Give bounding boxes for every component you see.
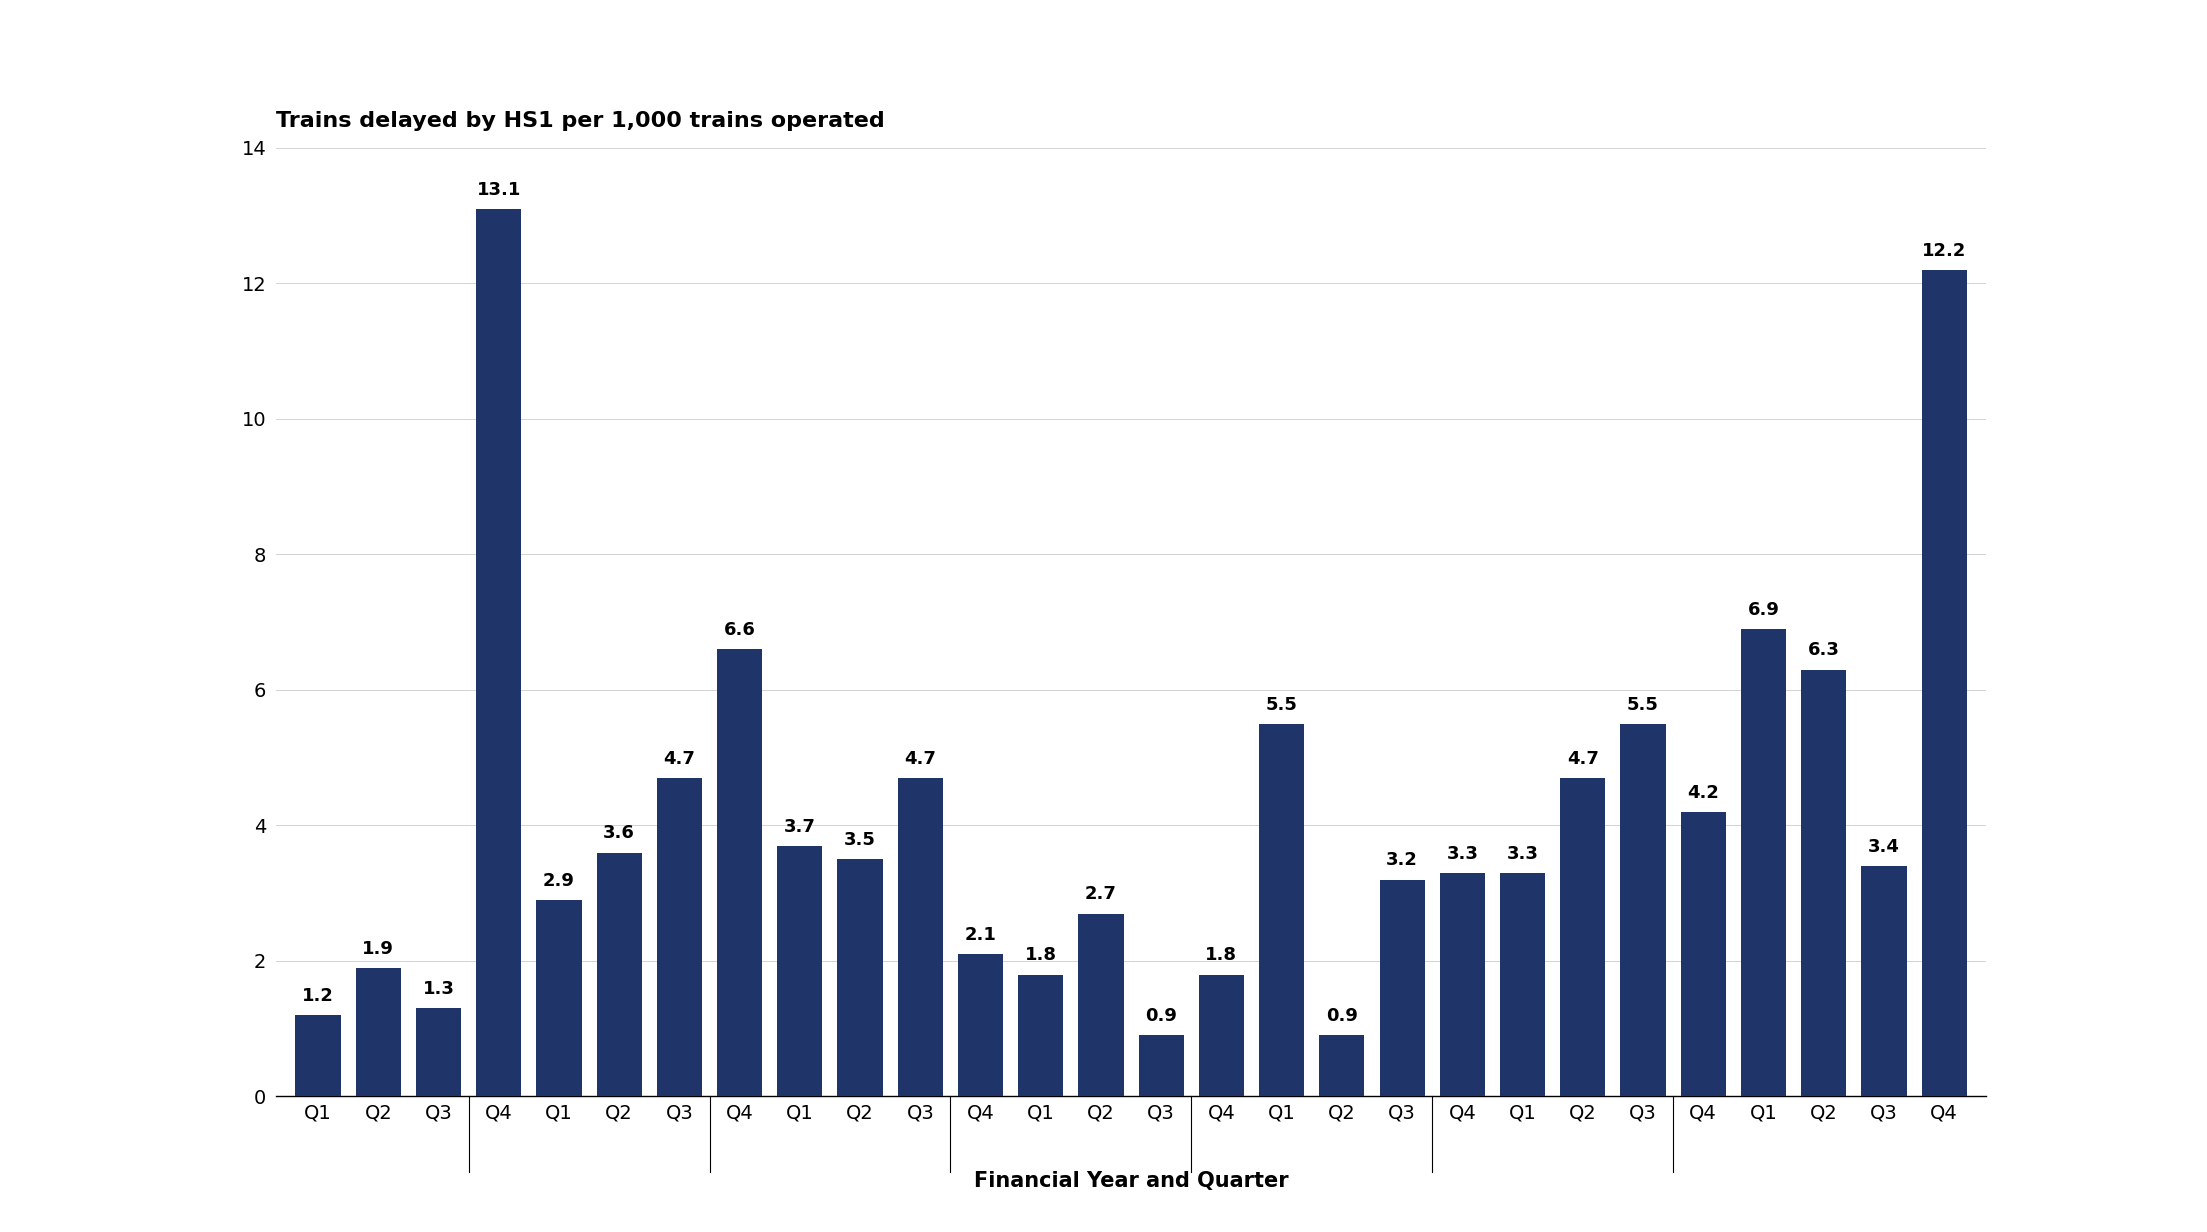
Bar bbox=[898, 779, 942, 1096]
Bar bbox=[1139, 1035, 1183, 1096]
Bar bbox=[1501, 872, 1545, 1096]
Text: 1.9: 1.9 bbox=[362, 940, 395, 957]
Text: 6.3: 6.3 bbox=[1808, 642, 1841, 659]
Bar bbox=[777, 845, 823, 1096]
Text: 3.5: 3.5 bbox=[843, 832, 876, 849]
Bar bbox=[1560, 779, 1604, 1096]
Bar bbox=[355, 968, 402, 1096]
Text: 5.5: 5.5 bbox=[1627, 696, 1660, 713]
Bar bbox=[958, 954, 1004, 1096]
Bar bbox=[1922, 270, 1966, 1096]
Text: 6.9: 6.9 bbox=[1748, 601, 1779, 618]
Text: 4.7: 4.7 bbox=[664, 750, 695, 768]
Text: 1.2: 1.2 bbox=[302, 987, 333, 1005]
Bar bbox=[1801, 670, 1847, 1096]
Bar bbox=[1198, 975, 1245, 1096]
Text: 1.3: 1.3 bbox=[422, 981, 455, 998]
Text: 4.7: 4.7 bbox=[905, 750, 936, 768]
Bar bbox=[1258, 723, 1304, 1096]
Text: 4.7: 4.7 bbox=[1567, 750, 1598, 768]
Text: 4.2: 4.2 bbox=[1688, 784, 1719, 802]
Text: Trains delayed by HS1 per 1,000 trains operated: Trains delayed by HS1 per 1,000 trains o… bbox=[276, 111, 885, 131]
Bar bbox=[1741, 628, 1785, 1096]
Bar bbox=[836, 860, 883, 1096]
Text: 3.3: 3.3 bbox=[1446, 845, 1479, 862]
Bar bbox=[1682, 812, 1726, 1096]
Text: 0.9: 0.9 bbox=[1145, 1008, 1176, 1025]
Bar bbox=[1379, 880, 1426, 1096]
Text: 2.9: 2.9 bbox=[543, 872, 574, 890]
Text: 1.8: 1.8 bbox=[1205, 946, 1238, 965]
Bar bbox=[1017, 975, 1064, 1096]
Text: 2.7: 2.7 bbox=[1086, 886, 1117, 903]
Text: 3.7: 3.7 bbox=[783, 818, 817, 835]
Text: 0.9: 0.9 bbox=[1326, 1008, 1357, 1025]
Text: 1.8: 1.8 bbox=[1024, 946, 1057, 965]
Bar bbox=[536, 899, 580, 1096]
Bar bbox=[1079, 914, 1123, 1096]
Bar bbox=[477, 208, 521, 1096]
Text: 13.1: 13.1 bbox=[477, 181, 521, 198]
Bar bbox=[1861, 866, 1907, 1096]
Text: 2.1: 2.1 bbox=[964, 926, 995, 944]
Bar bbox=[415, 1008, 461, 1096]
Bar bbox=[658, 779, 702, 1096]
Bar bbox=[596, 853, 642, 1096]
Bar bbox=[717, 649, 761, 1096]
Text: 5.5: 5.5 bbox=[1267, 696, 1298, 713]
Bar bbox=[1620, 723, 1666, 1096]
Bar bbox=[1439, 872, 1485, 1096]
X-axis label: Financial Year and Quarter: Financial Year and Quarter bbox=[973, 1172, 1289, 1191]
Bar bbox=[1320, 1035, 1364, 1096]
Text: 3.6: 3.6 bbox=[603, 824, 636, 843]
Text: 6.6: 6.6 bbox=[724, 621, 755, 639]
Text: 3.3: 3.3 bbox=[1507, 845, 1538, 862]
Text: 12.2: 12.2 bbox=[1922, 241, 1966, 260]
Bar bbox=[296, 1015, 340, 1096]
Text: 3.2: 3.2 bbox=[1386, 851, 1419, 870]
Text: 3.4: 3.4 bbox=[1867, 838, 1900, 856]
